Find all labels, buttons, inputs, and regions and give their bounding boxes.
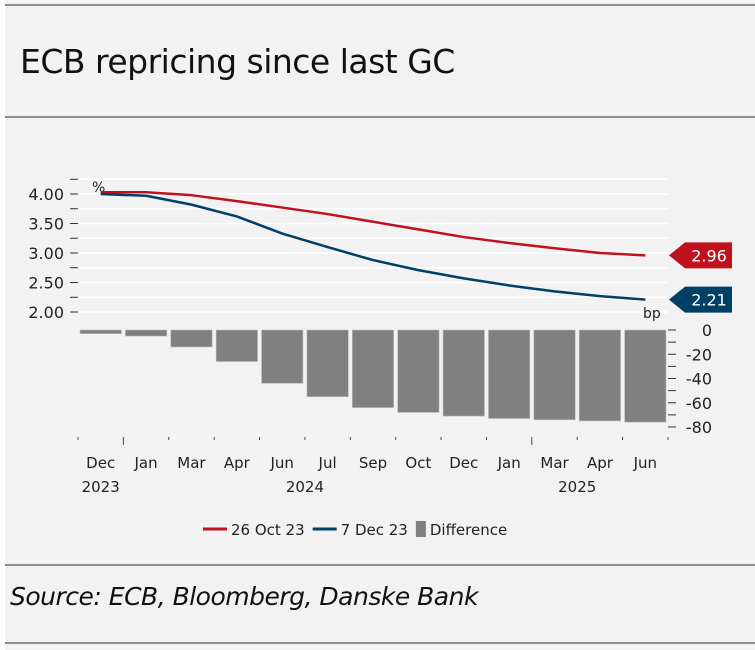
end-value-label: 2.96	[691, 246, 727, 265]
right-axis-tick-label: -80	[686, 418, 712, 437]
left-axis-tick-label: 3.50	[28, 215, 64, 234]
bar-difference	[397, 329, 440, 413]
legend-swatch-difference	[415, 521, 426, 537]
x-axis-month-label: Dec	[86, 454, 115, 472]
bar-difference	[125, 329, 168, 337]
x-axis-month-label: Jun	[633, 454, 657, 472]
bar-difference	[488, 329, 531, 419]
right-axis-tick-label: -40	[686, 370, 712, 389]
x-axis-year-label: 2024	[286, 478, 324, 496]
right-axis-tick-label: -60	[686, 394, 712, 413]
end-value-tag	[669, 242, 732, 269]
bar-difference	[306, 329, 349, 397]
left-axis-tick-label: 2.00	[28, 303, 64, 322]
left-axis-tick-label: 4.00	[28, 185, 64, 204]
left-axis-tick-label: 3.00	[28, 244, 64, 263]
end-value-tag	[669, 286, 732, 313]
bar-difference	[261, 329, 304, 384]
left-axis-tick-label: 2.50	[28, 274, 64, 293]
x-axis-month-label: Sep	[359, 454, 387, 472]
bar-difference	[624, 329, 667, 423]
x-axis-month-label: Mar	[540, 454, 569, 472]
legend-label: Difference	[430, 521, 507, 539]
divider-source	[5, 564, 755, 566]
bar-difference	[533, 329, 576, 421]
end-value-label: 2.21	[691, 291, 727, 310]
right-axis-unit: bp	[643, 306, 661, 322]
x-axis-month-label: Jun	[270, 454, 294, 472]
x-axis-month-label: Dec	[449, 454, 478, 472]
x-axis-month-label: Jan	[497, 454, 521, 472]
bar-difference	[170, 329, 213, 348]
bar-difference	[578, 329, 621, 422]
legend-label: 7 Dec 23	[341, 521, 408, 539]
x-axis-month-label: Apr	[587, 454, 614, 472]
line-7-dec-23	[100, 192, 646, 301]
bar-difference	[79, 329, 122, 334]
right-axis-tick-label: 0	[702, 321, 712, 340]
x-axis-month-label: Apr	[224, 454, 251, 472]
x-axis-month-label: Oct	[405, 454, 431, 472]
chart-title: ECB repricing since last GC	[20, 42, 455, 81]
x-axis-month-label: Jul	[318, 454, 337, 472]
bar-difference	[442, 329, 485, 417]
chart-panel	[5, 0, 755, 650]
line-26-oct-23	[100, 190, 646, 257]
x-axis-month-label: Jan	[134, 454, 158, 472]
x-axis-year-label: 2023	[82, 478, 120, 496]
right-axis-tick-label: -20	[686, 345, 712, 364]
divider-top	[5, 4, 755, 6]
divider-title	[5, 116, 755, 118]
bar-difference	[352, 329, 394, 408]
legend-label: 26 Oct 23	[231, 521, 305, 539]
x-axis-year-label: 2025	[558, 478, 596, 496]
x-axis-month-label: Mar	[177, 454, 206, 472]
source-note: Source: ECB, Bloomberg, Danske Bank	[10, 582, 478, 611]
divider-bottom	[5, 642, 755, 644]
bar-difference	[215, 329, 258, 362]
